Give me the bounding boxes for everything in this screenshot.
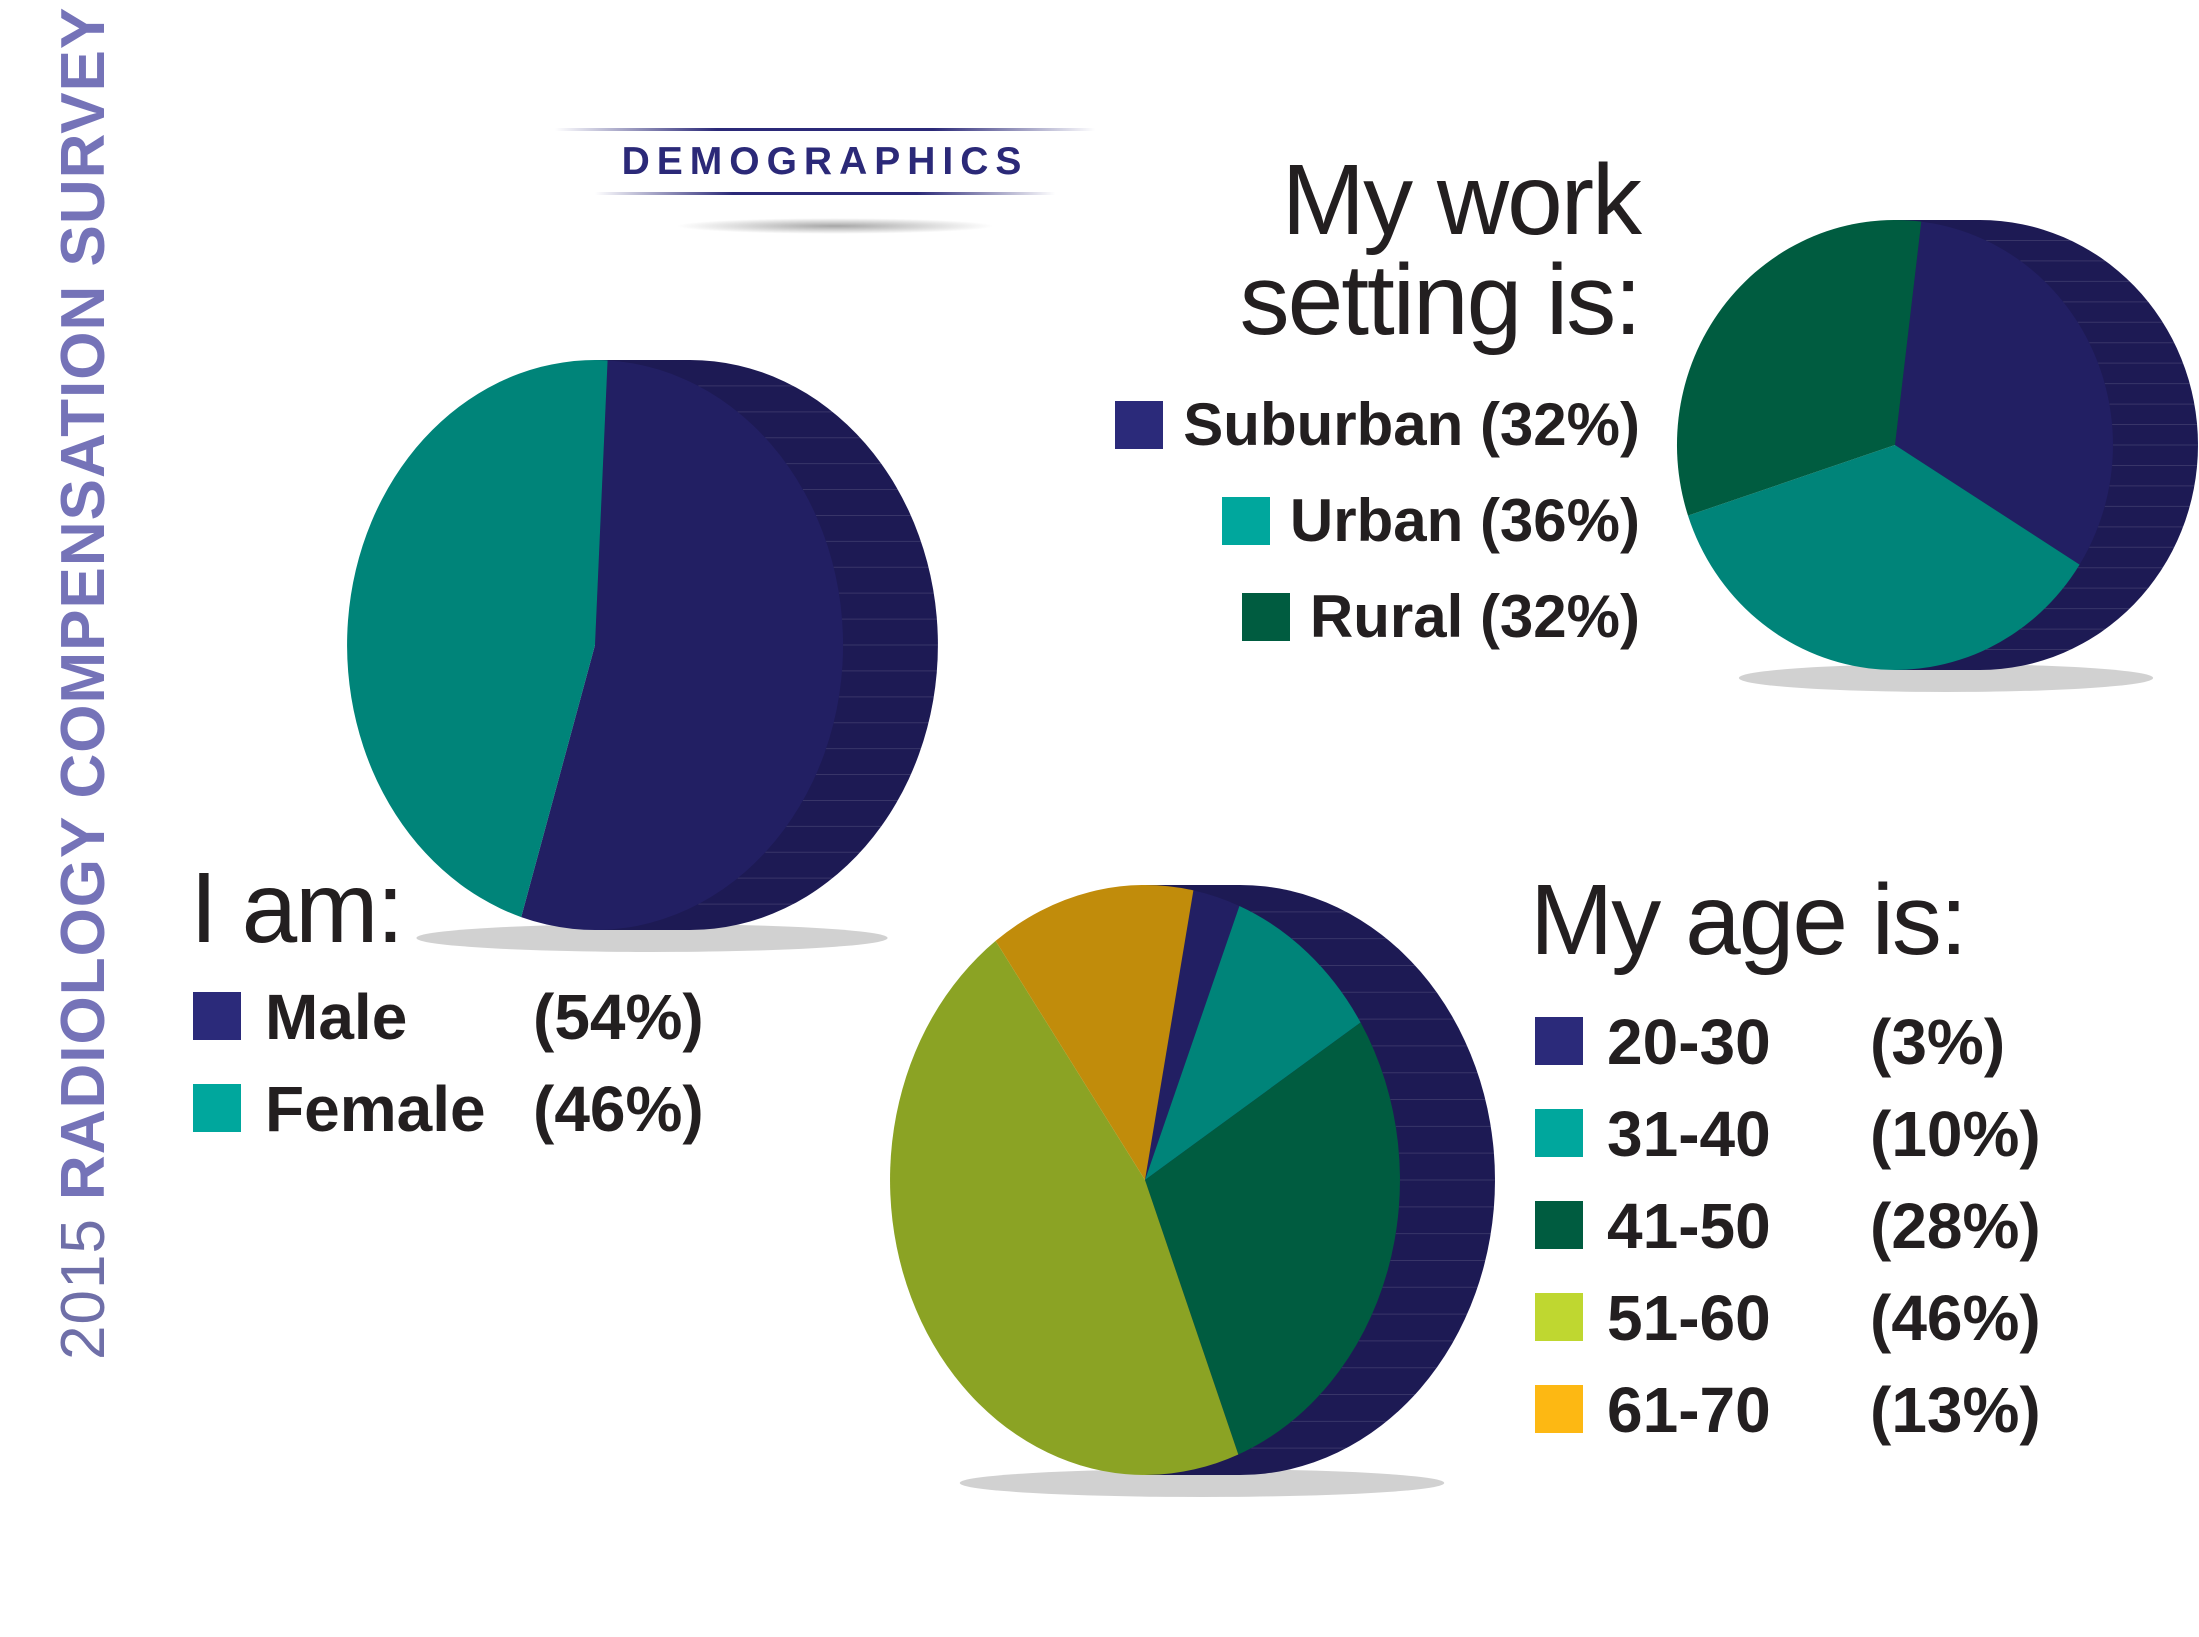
section-shadow [675, 218, 995, 234]
age-pie-slice-20-30 [1145, 890, 1240, 1180]
legend-item-urban: Urban (36%) [1221, 486, 1640, 556]
legend-swatch-suburban [1115, 401, 1164, 449]
legend-value-female: (46%) [533, 1073, 704, 1145]
legend-item-age-51-60: 51-60 (46%) [1535, 1281, 2095, 1355]
work-pie-ground-shadow [1738, 664, 2154, 692]
work-heading-line-2: setting is: [1239, 244, 1642, 356]
age-heading: My age is: [1530, 864, 1968, 976]
legend-value-age-20-30: (3%) [1870, 1006, 2006, 1078]
legend-label-age-61-70: 61-70 [1607, 1374, 1771, 1446]
age-pie-slice-51-60 [890, 940, 1239, 1475]
section-rule-bottom [595, 192, 1055, 195]
section-header: DEMOGRAPHICS [555, 128, 1095, 238]
legend-value-age-61-70: (13%) [1870, 1374, 2041, 1446]
legend-label-age-31-40: 31-40 [1607, 1098, 1771, 1170]
work-pie-slice-urban [1688, 445, 2080, 670]
legend-swatch-age-31-40 [1535, 1109, 1583, 1157]
legend-label-male: Male [265, 981, 408, 1053]
legend-label-female: Female [265, 1073, 486, 1145]
legend-value-age-51-60: (46%) [1870, 1282, 2041, 1354]
gender-pie-ground-shadow [416, 924, 888, 952]
age-legend: 20-30 (3%) 31-40 (10%) 41-50 (28%) 51-60… [1535, 1005, 2095, 1465]
age-pie-slice-41-50 [1145, 1022, 1400, 1455]
work-pie-slice-rural [1676, 219, 1922, 516]
legend-swatch-age-41-50 [1535, 1201, 1583, 1249]
legend-value-male: (54%) [533, 981, 704, 1053]
work-heading: My work setting is: [1180, 144, 1642, 356]
gender-pie-slice-male [521, 360, 844, 931]
gender-legend: Male (54%) Female (46%) [193, 980, 753, 1145]
legend-swatch-age-51-60 [1535, 1293, 1583, 1341]
section-rule-top [555, 128, 1095, 131]
legend-swatch-age-61-70 [1535, 1385, 1583, 1433]
legend-label-urban: Urban (36%) [1289, 487, 1640, 554]
legend-swatch-male [193, 992, 241, 1040]
age-pie-ground-shadow [959, 1469, 1445, 1497]
legend-label-rural: Rural (32%) [1309, 583, 1640, 650]
legend-label-age-20-30: 20-30 [1607, 1006, 1771, 1078]
work-heading-line-1: My work [1281, 144, 1642, 256]
legend-label-age-41-50: 41-50 [1607, 1190, 1771, 1262]
section-title: DEMOGRAPHICS [621, 140, 1029, 183]
legend-item-age-41-50: 41-50 (28%) [1535, 1189, 2095, 1263]
legend-swatch-urban [1221, 497, 1270, 545]
legend-swatch-rural [1241, 593, 1290, 641]
legend-item-age-31-40: 31-40 (10%) [1535, 1097, 2095, 1171]
legend-item-male: Male (54%) [193, 980, 753, 1053]
legend-swatch-age-20-30 [1535, 1017, 1583, 1065]
legend-item-rural: Rural (32%) [1241, 582, 1640, 652]
legend-item-suburban: Suburban (32%) [1115, 390, 1640, 460]
gender-heading: I am: [190, 852, 404, 964]
legend-value-age-41-50: (28%) [1870, 1190, 2041, 1262]
work-pie-slice-suburban [1895, 221, 2113, 565]
legend-swatch-female [193, 1084, 241, 1132]
legend-label-age-51-60: 51-60 [1607, 1282, 1771, 1354]
legend-item-age-61-70: 61-70 (13%) [1535, 1373, 2095, 1447]
legend-item-female: Female (46%) [193, 1072, 753, 1145]
legend-label-suburban: Suburban (32%) [1183, 391, 1640, 458]
gender-pie-slice-female [347, 360, 608, 918]
work-legend: Suburban (32%) Urban (36%) Rural (32%) [1060, 390, 1640, 660]
legend-item-age-20-30: 20-30 (3%) [1535, 1005, 2095, 1079]
age-pie-slice-61-70 [995, 885, 1194, 1180]
legend-value-age-31-40: (10%) [1870, 1098, 2041, 1170]
age-pie-slice-31-40 [1145, 906, 1361, 1180]
